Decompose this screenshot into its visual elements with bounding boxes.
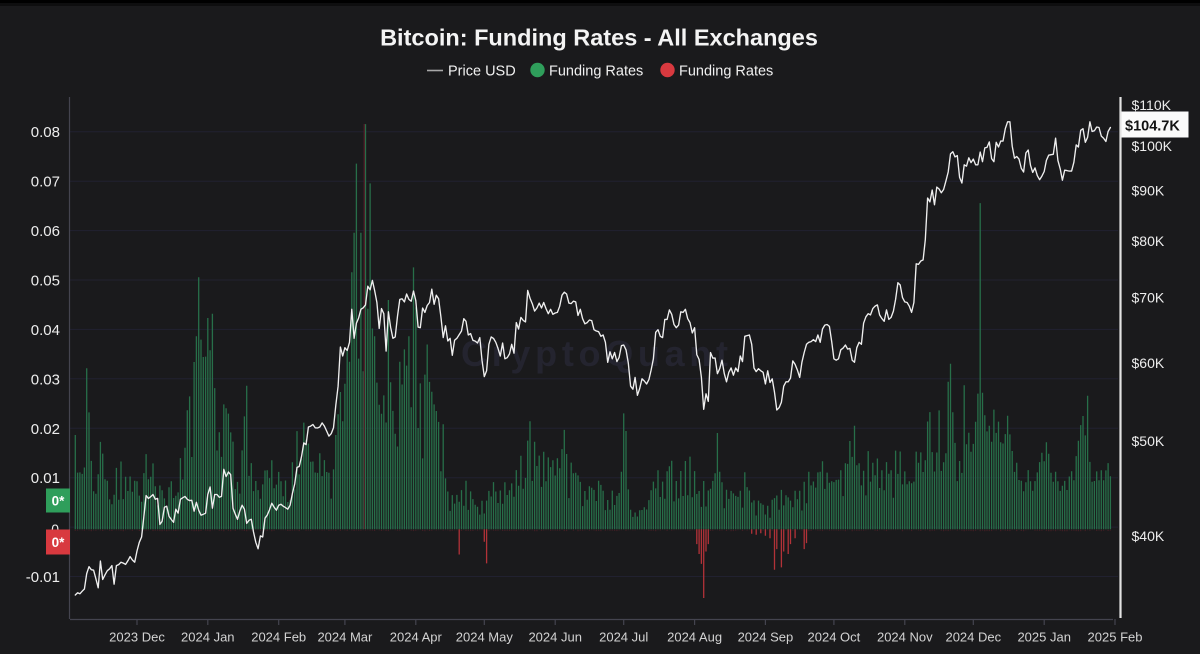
svg-text:0: 0 xyxy=(51,521,59,537)
svg-text:0.01: 0.01 xyxy=(31,470,60,487)
svg-text:Funding Rates: Funding Rates xyxy=(679,64,773,80)
svg-text:$90K: $90K xyxy=(1132,183,1165,199)
svg-text:2024 May: 2024 May xyxy=(456,630,514,645)
svg-text:$70K: $70K xyxy=(1132,290,1165,306)
svg-text:0.04: 0.04 xyxy=(31,322,60,339)
svg-text:Price USD: Price USD xyxy=(448,64,516,80)
svg-text:2024 Apr: 2024 Apr xyxy=(390,630,443,645)
svg-text:$40K: $40K xyxy=(1132,528,1165,544)
svg-text:2025 Feb: 2025 Feb xyxy=(1088,630,1143,645)
svg-text:0.08: 0.08 xyxy=(31,124,60,141)
svg-text:0*: 0* xyxy=(52,494,66,509)
svg-text:2024 Jun: 2024 Jun xyxy=(528,630,582,645)
svg-text:CryptoQuant: CryptoQuant xyxy=(461,333,733,374)
svg-text:0.07: 0.07 xyxy=(31,174,60,191)
svg-text:-0.01: -0.01 xyxy=(26,569,60,586)
svg-text:0.02: 0.02 xyxy=(31,421,60,438)
svg-text:Bitcoin: Funding Rates - All E: Bitcoin: Funding Rates - All Exchanges xyxy=(380,25,818,51)
svg-text:2024 Dec: 2024 Dec xyxy=(945,630,1001,645)
svg-text:2024 Sep: 2024 Sep xyxy=(738,630,794,645)
svg-text:2024 Mar: 2024 Mar xyxy=(317,630,373,645)
svg-text:2023 Dec: 2023 Dec xyxy=(109,630,165,645)
svg-text:0.05: 0.05 xyxy=(31,273,60,290)
svg-text:$80K: $80K xyxy=(1132,233,1165,249)
svg-text:$110K: $110K xyxy=(1132,97,1172,113)
svg-text:$60K: $60K xyxy=(1132,355,1165,371)
svg-text:2025 Jan: 2025 Jan xyxy=(1017,630,1071,645)
svg-text:2024 Jul: 2024 Jul xyxy=(599,630,648,645)
svg-text:$104.7K: $104.7K xyxy=(1125,119,1180,135)
svg-text:2024 Nov: 2024 Nov xyxy=(877,630,933,645)
svg-text:0*: 0* xyxy=(52,535,66,550)
svg-text:2024 Oct: 2024 Oct xyxy=(808,630,861,645)
svg-text:2024 Feb: 2024 Feb xyxy=(251,630,306,645)
svg-text:2024 Aug: 2024 Aug xyxy=(667,630,722,645)
svg-text:2024 Jan: 2024 Jan xyxy=(181,630,235,645)
svg-text:$50K: $50K xyxy=(1132,433,1165,449)
svg-text:$100K: $100K xyxy=(1132,138,1173,154)
svg-text:0.06: 0.06 xyxy=(31,223,60,240)
svg-text:0.03: 0.03 xyxy=(31,371,60,388)
svg-text:Funding Rates: Funding Rates xyxy=(549,64,643,80)
